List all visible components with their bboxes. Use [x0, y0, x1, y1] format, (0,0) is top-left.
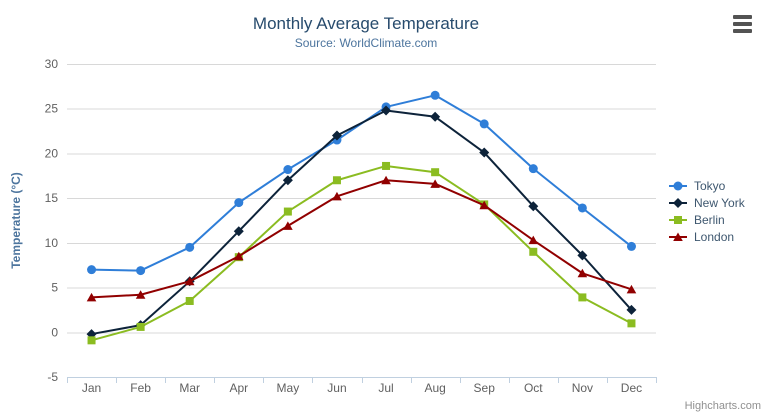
svg-text:Apr: Apr	[229, 381, 248, 395]
svg-text:0: 0	[51, 325, 58, 339]
svg-text:Aug: Aug	[424, 381, 445, 395]
export-menu-button[interactable]	[733, 15, 752, 33]
svg-text:10: 10	[45, 236, 59, 250]
svg-text:Oct: Oct	[524, 381, 543, 395]
svg-text:Sep: Sep	[474, 381, 496, 395]
legend-item-london[interactable]: London	[668, 228, 745, 245]
svg-text:20: 20	[45, 146, 59, 160]
svg-text:-5: -5	[47, 370, 58, 384]
svg-text:Jan: Jan	[82, 381, 101, 395]
new-york-series-marker-icon	[669, 197, 687, 208]
svg-text:Mar: Mar	[179, 381, 200, 395]
legend: Tokyo New York Berlin London	[668, 177, 745, 245]
legend-label-new-york: New York	[694, 195, 745, 210]
berlin-series-marker-icon	[669, 215, 687, 224]
legend-label-tokyo: Tokyo	[694, 178, 726, 193]
legend-item-new-york[interactable]: New York	[668, 194, 745, 211]
legend-label-berlin: Berlin	[694, 212, 725, 227]
chart-subtitle: Source: WorldClimate.com	[294, 36, 438, 50]
svg-text:May: May	[277, 381, 300, 395]
svg-text:15: 15	[45, 191, 59, 205]
london-series-marker-icon	[669, 232, 687, 241]
svg-text:5: 5	[51, 281, 58, 295]
svg-text:Feb: Feb	[130, 381, 151, 395]
credits-link[interactable]: Highcharts.com	[684, 400, 761, 412]
svg-text:30: 30	[45, 57, 59, 71]
legend-label-london: London	[694, 229, 735, 244]
legend-item-berlin[interactable]: Berlin	[668, 211, 745, 228]
svg-text:Dec: Dec	[621, 381, 642, 395]
svg-text:Nov: Nov	[572, 381, 593, 395]
svg-text:Temperature (°C): Temperature (°C)	[9, 172, 23, 269]
chart-title: Monthly Average Temperature	[252, 14, 480, 33]
svg-text:Jun: Jun	[327, 381, 346, 395]
hamburger-menu-icon	[733, 15, 752, 19]
legend-item-tokyo[interactable]: Tokyo	[668, 177, 745, 194]
svg-text:25: 25	[45, 102, 59, 116]
svg-text:Jul: Jul	[378, 381, 393, 395]
tokyo-series-marker-icon	[669, 181, 687, 190]
